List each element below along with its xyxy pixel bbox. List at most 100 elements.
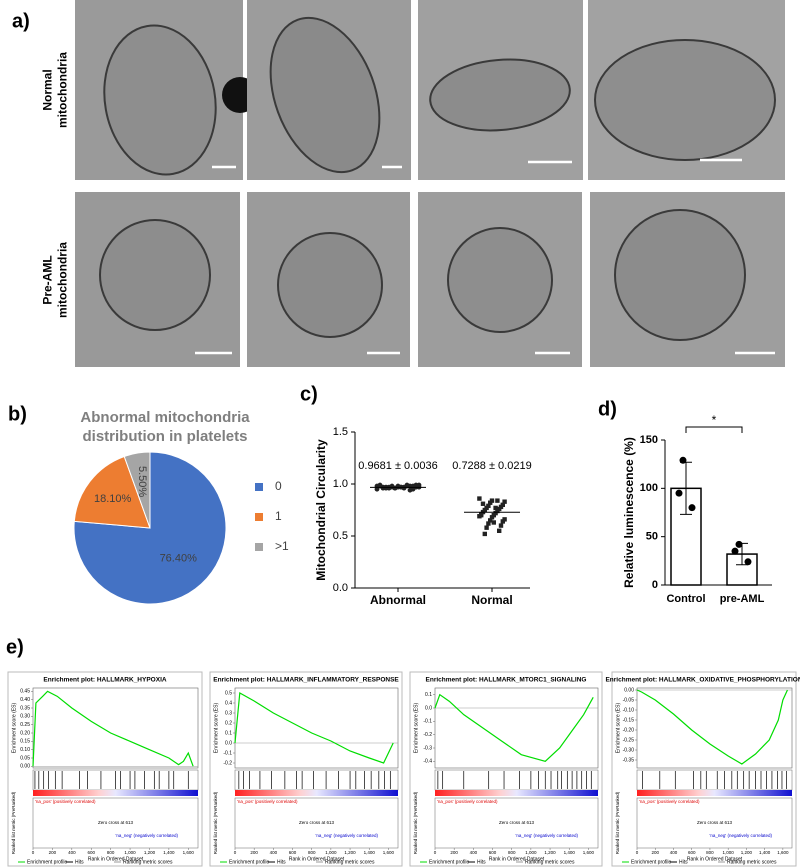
- metric-label: Ranked list metric (PreRanked): [413, 791, 418, 854]
- panel-label: b): [8, 403, 27, 425]
- data-point: [479, 513, 484, 518]
- es-line: [636, 689, 788, 765]
- es-line: [434, 693, 594, 763]
- x-tick-label: 1,200: [741, 850, 753, 855]
- data-point: [497, 528, 502, 533]
- legend-label: Ranking metric scores: [123, 859, 173, 865]
- y-tick-label: 0.4: [225, 700, 232, 706]
- pos-label: 'na_pos' (positively correlated): [639, 799, 700, 804]
- x-tick-label: 1,600: [777, 850, 789, 855]
- y-tick-label: -0.2: [223, 760, 232, 766]
- rank-gradient: [235, 790, 398, 796]
- y-tick-label: 50: [646, 531, 658, 543]
- neg-label: 'na_neg' (negatively correlated): [515, 833, 578, 838]
- zero-cross: Zero cross at 613: [697, 820, 733, 825]
- y-tick-label: 0.10: [20, 747, 30, 753]
- legend-label: Hits: [477, 859, 486, 865]
- legend-label: Enrichment profile: [631, 859, 672, 865]
- plot-frame: [32, 687, 199, 769]
- x-tick-label: 1,400: [564, 850, 576, 855]
- metric-label: Ranked list metric (PreRanked): [11, 791, 16, 854]
- x-tick-label: 400: [670, 850, 678, 855]
- y-tick-label: 0.2: [225, 720, 232, 726]
- pos-label: 'na_pos' (positively correlated): [437, 799, 498, 804]
- y-tick-label: 100: [640, 482, 658, 494]
- y-axis-label: Mitochondrial Circularity: [314, 439, 328, 581]
- x-tick-label: 1,200: [544, 850, 556, 855]
- plot-frame: [234, 687, 399, 769]
- x-tick-label: 800: [308, 850, 316, 855]
- y-tick-label: 0.5: [225, 690, 232, 696]
- legend-label: Enrichment profile: [27, 859, 68, 865]
- y-axis-label: Enrichment score (ES): [213, 703, 219, 754]
- x-tick-label: 1,200: [144, 850, 156, 855]
- data-point: [735, 540, 743, 548]
- y-tick-label: 0.00: [624, 687, 634, 693]
- y-tick-label: -0.25: [623, 737, 635, 743]
- x-tick-label: 1,400: [364, 850, 376, 855]
- x-axis-label: Rank in Ordered Dataset: [88, 856, 144, 862]
- neg-label: 'na_neg' (negatively correlated): [709, 833, 772, 838]
- data-point: [488, 500, 493, 505]
- y-tick-label: -0.1: [223, 750, 232, 756]
- chart-title: Enrichment plot: HALLMARK_INFLAMMATORY_R…: [213, 677, 399, 684]
- metric-frame: [32, 797, 199, 849]
- y-tick-label: -0.1: [423, 719, 432, 725]
- hits-frame: [434, 769, 599, 791]
- y-tick-label: 0.0: [225, 740, 232, 746]
- y-tick-label: 0.40: [20, 697, 30, 703]
- legend-label: Enrichment profile: [229, 859, 270, 865]
- legend-label: Hits: [277, 859, 286, 865]
- metric-label: Ranked list metric (PreRanked): [213, 791, 218, 854]
- data-point: [688, 504, 696, 512]
- data-point: [679, 456, 687, 464]
- legend-swatch: [255, 513, 263, 521]
- panel-label: a): [12, 10, 30, 32]
- data-point: [486, 521, 491, 526]
- significance: *: [712, 413, 717, 427]
- y-tick-label: -0.05: [623, 697, 635, 703]
- pie-slice: [123, 451, 151, 529]
- x-tick-label: Normal: [471, 593, 512, 607]
- legend-label: Ranking metric scores: [727, 859, 777, 865]
- y-tick-label: 150: [640, 434, 658, 446]
- x-tick-label: 1,600: [583, 850, 595, 855]
- data-point: [502, 499, 507, 504]
- panel-label: e): [6, 636, 24, 658]
- x-tick-label: 1,000: [325, 850, 337, 855]
- metric-frame: [434, 797, 599, 849]
- x-tick-label: 200: [450, 850, 458, 855]
- hits-frame: [636, 769, 793, 791]
- annotation: 0.9681 ± 0.0036: [358, 460, 437, 472]
- annotation: 0.7288 ± 0.0219: [452, 460, 531, 472]
- x-tick-label: 0: [234, 850, 237, 855]
- y-tick-label: 0.45: [20, 689, 30, 695]
- row-label: mitochondria: [56, 242, 70, 318]
- y-tick-label: 0.25: [20, 722, 30, 728]
- data-point: [491, 520, 496, 525]
- data-point: [484, 525, 489, 530]
- metric-frame: [636, 797, 793, 849]
- slice-label: 76.40%: [160, 553, 198, 565]
- y-tick-label: -0.20: [623, 727, 635, 733]
- y-tick-label: -0.10: [623, 707, 635, 713]
- data-point: [489, 515, 495, 520]
- x-tick-label: 400: [68, 850, 76, 855]
- data-point: [407, 487, 413, 493]
- y-tick-label: 0.30: [20, 714, 30, 720]
- data-point: [675, 489, 683, 497]
- data-point: [374, 486, 380, 492]
- pie-slice: [73, 455, 151, 529]
- y-tick-label: 0.00: [20, 764, 30, 770]
- metric-label: Ranked list metric (PreRanked): [615, 791, 620, 854]
- legend-label: 1: [275, 509, 282, 523]
- legend-swatch: [255, 543, 263, 551]
- y-tick-label: -0.2: [423, 732, 432, 738]
- x-tick-label: 1,400: [759, 850, 771, 855]
- chart-title: Enrichment plot: HALLMARK_MTORC1_SIGNALI…: [426, 677, 587, 684]
- x-tick-label: 600: [688, 850, 696, 855]
- pie-slice: [73, 451, 227, 605]
- x-tick-label: 1,600: [383, 850, 395, 855]
- x-tick-label: 600: [87, 850, 95, 855]
- bar: [726, 553, 758, 586]
